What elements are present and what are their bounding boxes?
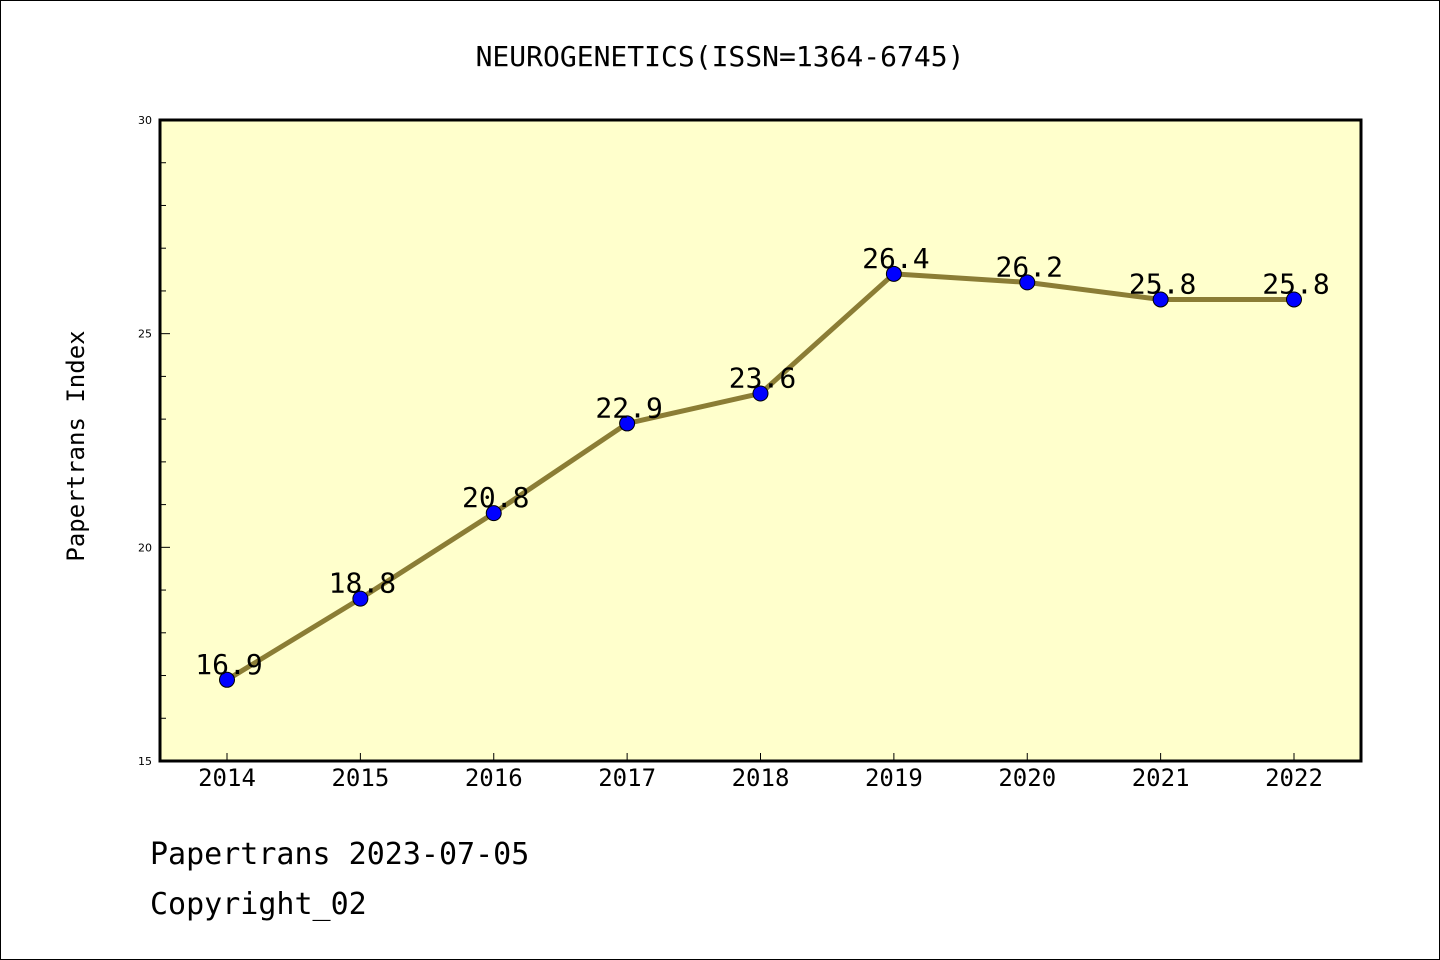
x-tick-label: 2019 (865, 764, 923, 792)
y-tick-label: 30 (138, 114, 152, 127)
x-tick-label: 2016 (465, 764, 523, 792)
data-point (219, 671, 235, 688)
data-label: 26.4 (862, 242, 929, 275)
data-point (485, 505, 502, 522)
y-tick-label: 20 (138, 541, 152, 554)
x-tick-label: 2017 (598, 764, 656, 792)
data-point (752, 385, 769, 402)
y-tick-label: 25 (138, 328, 152, 341)
data-label: 25.8 (1262, 267, 1329, 300)
data-points (219, 265, 1302, 688)
y-tick-label: 15 (138, 755, 152, 768)
data-point (1286, 291, 1302, 308)
footer-source: Papertrans 2023-07-05 (150, 837, 529, 872)
data-point (619, 415, 636, 432)
data-label: 25.8 (1129, 267, 1196, 300)
chart-title: NEUROGENETICS(ISSN=1364-6745) (476, 40, 965, 73)
x-tick-label: 2014 (198, 764, 256, 792)
data-labels: 16.9 18.8 20.8 22.9 23.6 26.4 26.2 25.8 25.8 (195, 242, 1329, 681)
data-point (1019, 274, 1036, 291)
plot-area (158, 118, 1363, 763)
y-axis: 15 20 25 30 (138, 114, 170, 768)
data-point (885, 265, 902, 282)
data-label: 22.9 (595, 391, 662, 424)
x-tick-label: 2021 (1132, 764, 1190, 792)
x-tick-label: 2020 (998, 764, 1056, 792)
x-tick-label: 2018 (732, 764, 790, 792)
data-label: 20.8 (462, 481, 529, 514)
y-axis-label: Papertrans Index (62, 330, 90, 561)
data-label: 26.2 (996, 250, 1063, 283)
x-axis: 2014 2015 2016 2017 2018 2019 2020 2021 2022 (198, 753, 1323, 792)
data-label: 18.8 (329, 567, 396, 600)
footer-copyright: Copyright_02 (150, 887, 367, 922)
data-label: 16.9 (195, 648, 262, 681)
x-tick-label: 2022 (1265, 764, 1323, 792)
data-label: 23.6 (729, 361, 796, 394)
data-point (352, 590, 369, 607)
data-point (1152, 291, 1169, 308)
x-tick-label: 2015 (331, 764, 389, 792)
